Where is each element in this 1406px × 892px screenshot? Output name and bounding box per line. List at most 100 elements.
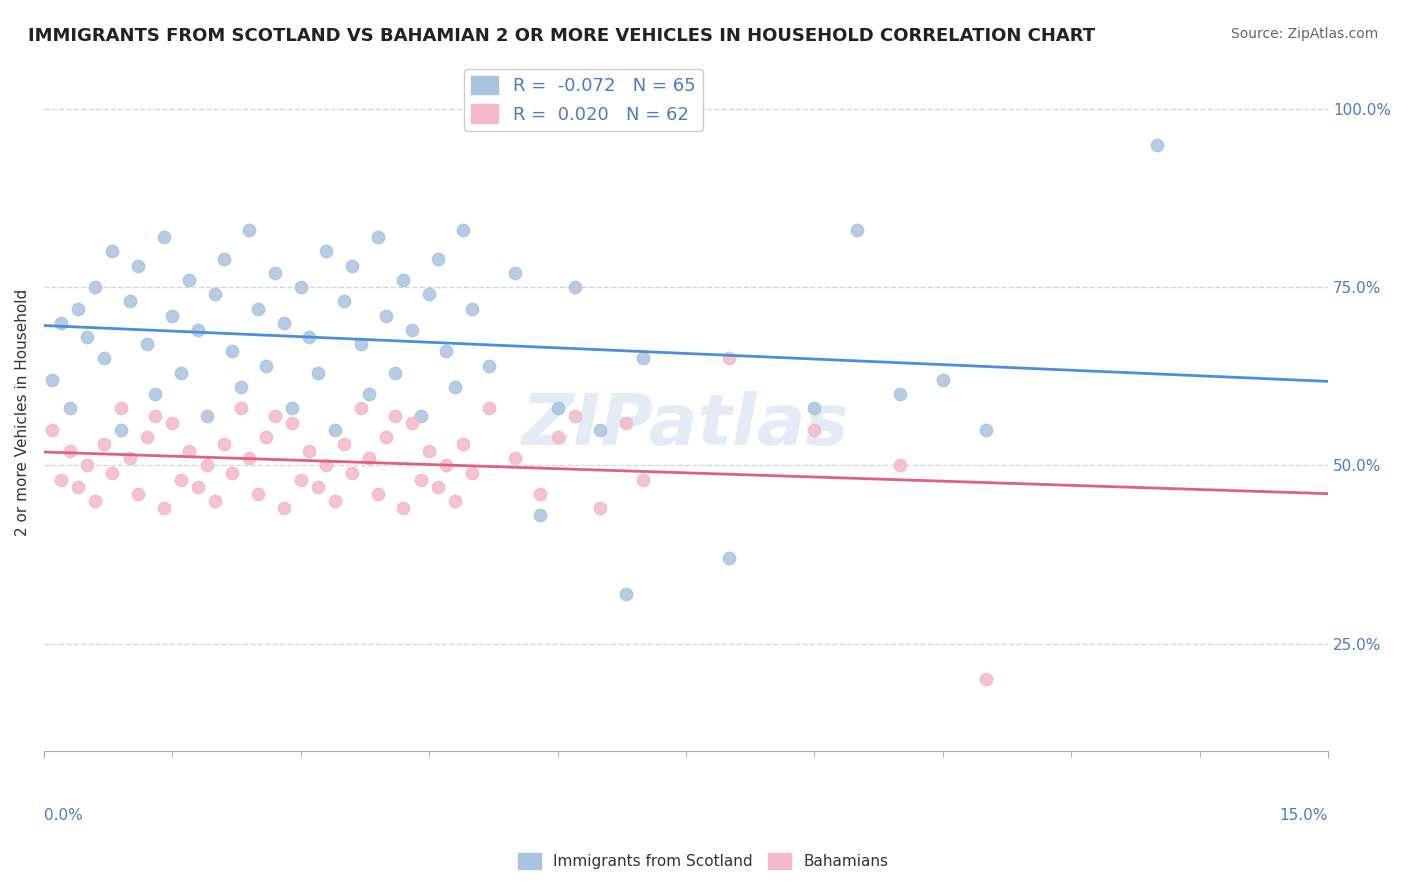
- Point: [238, 223, 260, 237]
- Point: [564, 280, 586, 294]
- Point: [238, 451, 260, 466]
- Point: [547, 401, 569, 416]
- Point: [101, 466, 124, 480]
- Point: [589, 423, 612, 437]
- Point: [375, 309, 398, 323]
- Point: [503, 451, 526, 466]
- Point: [392, 273, 415, 287]
- Point: [221, 466, 243, 480]
- Point: [127, 487, 149, 501]
- Point: [170, 473, 193, 487]
- Point: [307, 480, 329, 494]
- Point: [453, 437, 475, 451]
- Point: [273, 501, 295, 516]
- Point: [529, 508, 551, 523]
- Point: [290, 473, 312, 487]
- Legend: Immigrants from Scotland, Bahamians: Immigrants from Scotland, Bahamians: [512, 847, 894, 875]
- Point: [49, 316, 72, 330]
- Point: [461, 466, 484, 480]
- Point: [152, 501, 174, 516]
- Text: Source: ZipAtlas.com: Source: ZipAtlas.com: [1230, 27, 1378, 41]
- Point: [84, 494, 107, 508]
- Point: [401, 323, 423, 337]
- Point: [426, 252, 449, 266]
- Point: [401, 416, 423, 430]
- Point: [110, 401, 132, 416]
- Point: [444, 380, 467, 394]
- Point: [204, 494, 226, 508]
- Point: [547, 430, 569, 444]
- Text: IMMIGRANTS FROM SCOTLAND VS BAHAMIAN 2 OR MORE VEHICLES IN HOUSEHOLD CORRELATION: IMMIGRANTS FROM SCOTLAND VS BAHAMIAN 2 O…: [28, 27, 1095, 45]
- Y-axis label: 2 or more Vehicles in Household: 2 or more Vehicles in Household: [15, 288, 30, 535]
- Point: [359, 451, 381, 466]
- Point: [298, 444, 321, 458]
- Point: [323, 423, 346, 437]
- Point: [212, 252, 235, 266]
- Point: [162, 309, 184, 323]
- Point: [717, 551, 740, 566]
- Point: [1146, 137, 1168, 152]
- Point: [58, 444, 80, 458]
- Point: [162, 416, 184, 430]
- Point: [340, 259, 363, 273]
- Point: [187, 480, 209, 494]
- Point: [307, 366, 329, 380]
- Point: [384, 409, 406, 423]
- Point: [932, 373, 955, 387]
- Point: [84, 280, 107, 294]
- Point: [359, 387, 381, 401]
- Point: [409, 473, 432, 487]
- Point: [229, 380, 252, 394]
- Point: [67, 301, 90, 316]
- Point: [631, 473, 654, 487]
- Point: [418, 287, 440, 301]
- Point: [93, 351, 115, 366]
- Point: [229, 401, 252, 416]
- Point: [298, 330, 321, 344]
- Point: [418, 444, 440, 458]
- Point: [135, 337, 157, 351]
- Point: [444, 494, 467, 508]
- Point: [281, 401, 304, 416]
- Point: [846, 223, 869, 237]
- Point: [170, 366, 193, 380]
- Point: [889, 458, 911, 473]
- Point: [152, 230, 174, 244]
- Point: [332, 294, 354, 309]
- Point: [375, 430, 398, 444]
- Point: [41, 423, 63, 437]
- Point: [478, 401, 501, 416]
- Point: [367, 230, 389, 244]
- Point: [143, 387, 166, 401]
- Point: [187, 323, 209, 337]
- Point: [76, 330, 98, 344]
- Point: [384, 366, 406, 380]
- Point: [332, 437, 354, 451]
- Point: [367, 487, 389, 501]
- Point: [179, 444, 201, 458]
- Text: 0.0%: 0.0%: [44, 807, 83, 822]
- Point: [212, 437, 235, 451]
- Point: [315, 458, 337, 473]
- Point: [503, 266, 526, 280]
- Point: [195, 409, 218, 423]
- Point: [589, 501, 612, 516]
- Point: [58, 401, 80, 416]
- Point: [478, 359, 501, 373]
- Point: [127, 259, 149, 273]
- Point: [803, 401, 825, 416]
- Point: [256, 430, 278, 444]
- Point: [434, 344, 457, 359]
- Point: [461, 301, 484, 316]
- Point: [631, 351, 654, 366]
- Point: [256, 359, 278, 373]
- Point: [281, 416, 304, 430]
- Point: [264, 266, 287, 280]
- Point: [101, 244, 124, 259]
- Point: [614, 587, 637, 601]
- Point: [41, 373, 63, 387]
- Point: [717, 351, 740, 366]
- Point: [350, 401, 373, 416]
- Point: [76, 458, 98, 473]
- Point: [143, 409, 166, 423]
